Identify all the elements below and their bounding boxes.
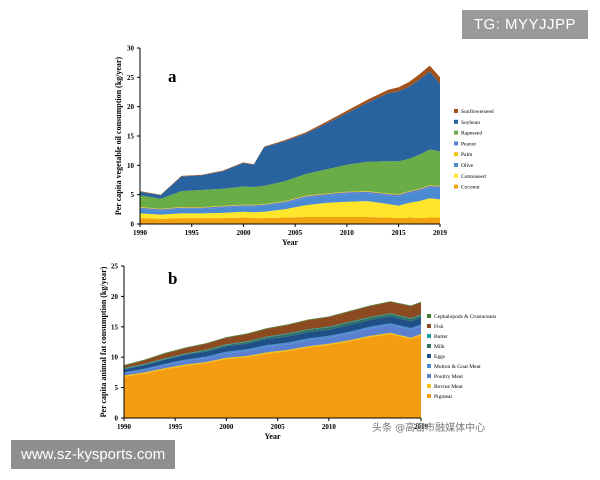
legend-swatch — [454, 109, 458, 113]
chart-panel-a: 0 5 10 15 20 25 30 1990 1995 2000 2005 2010 2015 2019… — [114, 45, 494, 248]
legend-label: Pigmeat — [434, 394, 452, 400]
area-series-soybean — [140, 71, 440, 199]
area-series-pigmeat — [124, 334, 421, 418]
area-series-poultry-meat — [124, 325, 421, 376]
y-tick-label: 0 — [131, 221, 135, 229]
legend-swatch — [427, 374, 431, 378]
y-axis-label: Per capita vegetable oil consumption (kg… — [114, 57, 123, 216]
legend-label: Soybean — [461, 120, 480, 126]
legend-label: Fish — [434, 324, 444, 330]
x-tick-label: 2019 — [433, 229, 448, 237]
legend-label: Butter — [434, 334, 448, 340]
legend-swatch — [427, 384, 431, 388]
legend-swatch — [454, 119, 458, 124]
x-axis-label: Year — [265, 432, 281, 441]
x-tick-label: 2019 — [414, 423, 429, 431]
legend-swatch — [454, 141, 458, 146]
x-tick-label: 1990 — [133, 229, 148, 237]
y-tick-label: 15 — [127, 133, 135, 141]
x-tick-label: 1995 — [185, 229, 200, 237]
area-series-rapeseed — [140, 149, 440, 209]
chart-panel-b: 0 5 10 15 20 25 1990 1995 2000 2005 2010 2019 Year Pe… — [99, 263, 496, 442]
legend-label: Coconut — [461, 185, 480, 191]
legend-swatch — [454, 173, 458, 178]
legend-swatch — [427, 334, 431, 338]
watermark-bottom-left[interactable]: www.sz-kysports.com — [11, 440, 176, 469]
panel-letter: b — [168, 269, 177, 288]
x-tick-label: 1990 — [117, 423, 132, 431]
y-tick-label: 25 — [111, 263, 119, 271]
legend-label: Cottonseed — [461, 174, 486, 180]
legend-swatch — [454, 152, 458, 157]
legend-swatch — [454, 184, 458, 189]
legend-label: Rapeseed — [461, 131, 482, 137]
x-tick-label: 2010 — [340, 229, 355, 237]
x-tick-label: 2005 — [288, 229, 303, 237]
legend-label: Bovine Meat — [434, 384, 463, 390]
y-tick-label: 20 — [111, 293, 119, 301]
y-tick-label: 0 — [115, 415, 119, 423]
area-series-fish — [124, 301, 421, 369]
source-watermark: 头条 @高密市融媒体中心 — [372, 423, 486, 434]
legend-swatch — [427, 314, 431, 318]
y-axis-label: Per capita animal fat consumption (kg/ye… — [99, 266, 108, 417]
x-tick-label: 2005 — [271, 423, 286, 431]
y-tick-label: 25 — [127, 74, 135, 82]
y-tick-label: 15 — [111, 323, 119, 331]
legend-label: Sunflowerseed — [461, 108, 494, 115]
legend-swatch — [454, 130, 458, 135]
legend-label: Palm — [461, 152, 473, 158]
x-tick-label: 2010 — [322, 423, 337, 431]
legend-label: Olive — [461, 163, 474, 169]
area-series-eggs — [124, 316, 421, 373]
legend-swatch — [427, 394, 431, 398]
x-tick-label: 2015 — [392, 229, 407, 237]
area-series-palm — [140, 185, 440, 210]
y-tick-label: 30 — [127, 45, 135, 53]
x-tick-label: 2000 — [219, 423, 234, 431]
legend-swatch — [427, 354, 431, 358]
legend-swatch — [427, 344, 431, 348]
area-series-peanut — [140, 185, 440, 211]
y-tick-label: 5 — [131, 191, 135, 199]
y-tick-label: 5 — [115, 384, 119, 392]
watermark-top-right: TG: MYYJJPP — [461, 10, 588, 39]
area-series-olive — [140, 187, 440, 215]
legend-swatch — [427, 364, 431, 368]
area-series-cottonseed — [140, 198, 440, 219]
legend-label: Milk — [434, 344, 445, 350]
panel-letter: a — [168, 67, 177, 86]
legend-swatch — [427, 324, 431, 328]
legend-label: Poultry Meat — [434, 374, 463, 380]
legend-swatch — [454, 163, 458, 167]
y-tick-label: 20 — [127, 103, 135, 111]
legend-label: Eggs — [434, 354, 445, 360]
legend-label: Mutton & Goat Meat — [434, 364, 481, 370]
y-tick-label: 10 — [127, 162, 135, 170]
legend-label: Cephalopods & Crustaceans — [434, 314, 496, 320]
legend-label: Peanut — [461, 141, 476, 147]
y-tick-label: 10 — [111, 354, 119, 362]
x-tick-label: 1995 — [168, 423, 183, 431]
x-tick-label: 2000 — [236, 229, 251, 237]
x-axis-label: Year — [282, 238, 298, 247]
area-series-coconut — [140, 217, 440, 224]
